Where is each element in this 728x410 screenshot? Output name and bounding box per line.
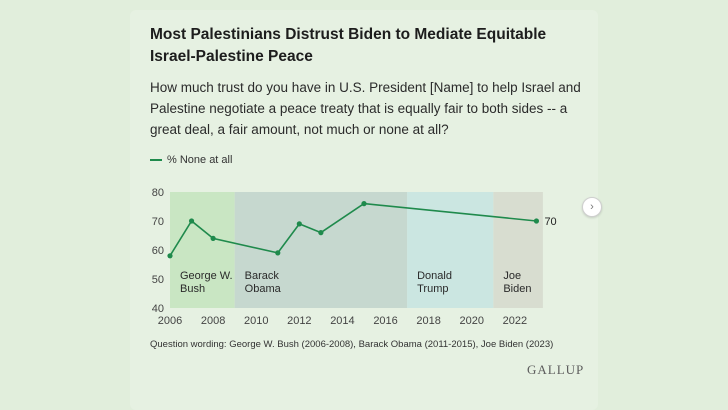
x-tick-label: 2010 [244,315,268,327]
y-tick-label: 40 [152,303,164,315]
period-band-2 [407,192,494,308]
x-tick-label: 2006 [158,315,182,327]
x-tick-label: 2008 [201,315,225,327]
x-tick-label: 2020 [460,315,484,327]
series-line [169,202,537,257]
period-label-3-line1: Joe [503,270,521,282]
period-band-0 [170,192,235,308]
period-band-3 [493,192,543,308]
period-label-1-line2: Obama [245,283,282,295]
data-point [275,250,281,256]
period-label-2-line2: Trump [417,283,448,295]
data-point [318,230,324,236]
data-point [296,221,302,227]
data-point [167,253,173,259]
end-value-label: 70 [544,216,556,228]
chart-subtitle: How much trust do you have in U.S. Presi… [150,80,581,137]
x-tick-label: 2016 [373,315,397,327]
period-label-3-line2: Biden [503,283,531,295]
y-tick-label: 60 [152,245,164,257]
chart-title: Most Palestinians Distrust Biden to Medi… [150,26,547,65]
next-chart-button[interactable]: › [582,197,602,217]
data-point [188,218,195,224]
x-tick-label: 2014 [330,315,354,327]
period-label-2-line1: Donald [417,270,452,282]
legend-swatch [150,159,162,161]
x-tick-label: 2012 [287,315,311,327]
question-wording-note: Question wording: George W. Bush (2006-2… [150,339,554,350]
y-tick-label: 70 [152,216,164,228]
chevron-right-icon: › [590,201,594,213]
x-tick-label: 2022 [503,315,527,327]
period-label-0-line2: Bush [180,283,205,295]
data-point [533,218,540,224]
data-point [210,235,216,241]
data-point [361,201,367,207]
x-tick-label: 2018 [416,315,440,327]
y-tick-label: 50 [152,274,164,286]
legend-label: % None at all [167,154,233,166]
period-label-0-line1: George W. [180,270,233,282]
period-label-1-line1: Barack [245,270,280,282]
y-tick-label: 80 [152,187,164,199]
legend: % None at all [150,154,232,166]
gallup-logo: GALLUP [527,362,585,377]
